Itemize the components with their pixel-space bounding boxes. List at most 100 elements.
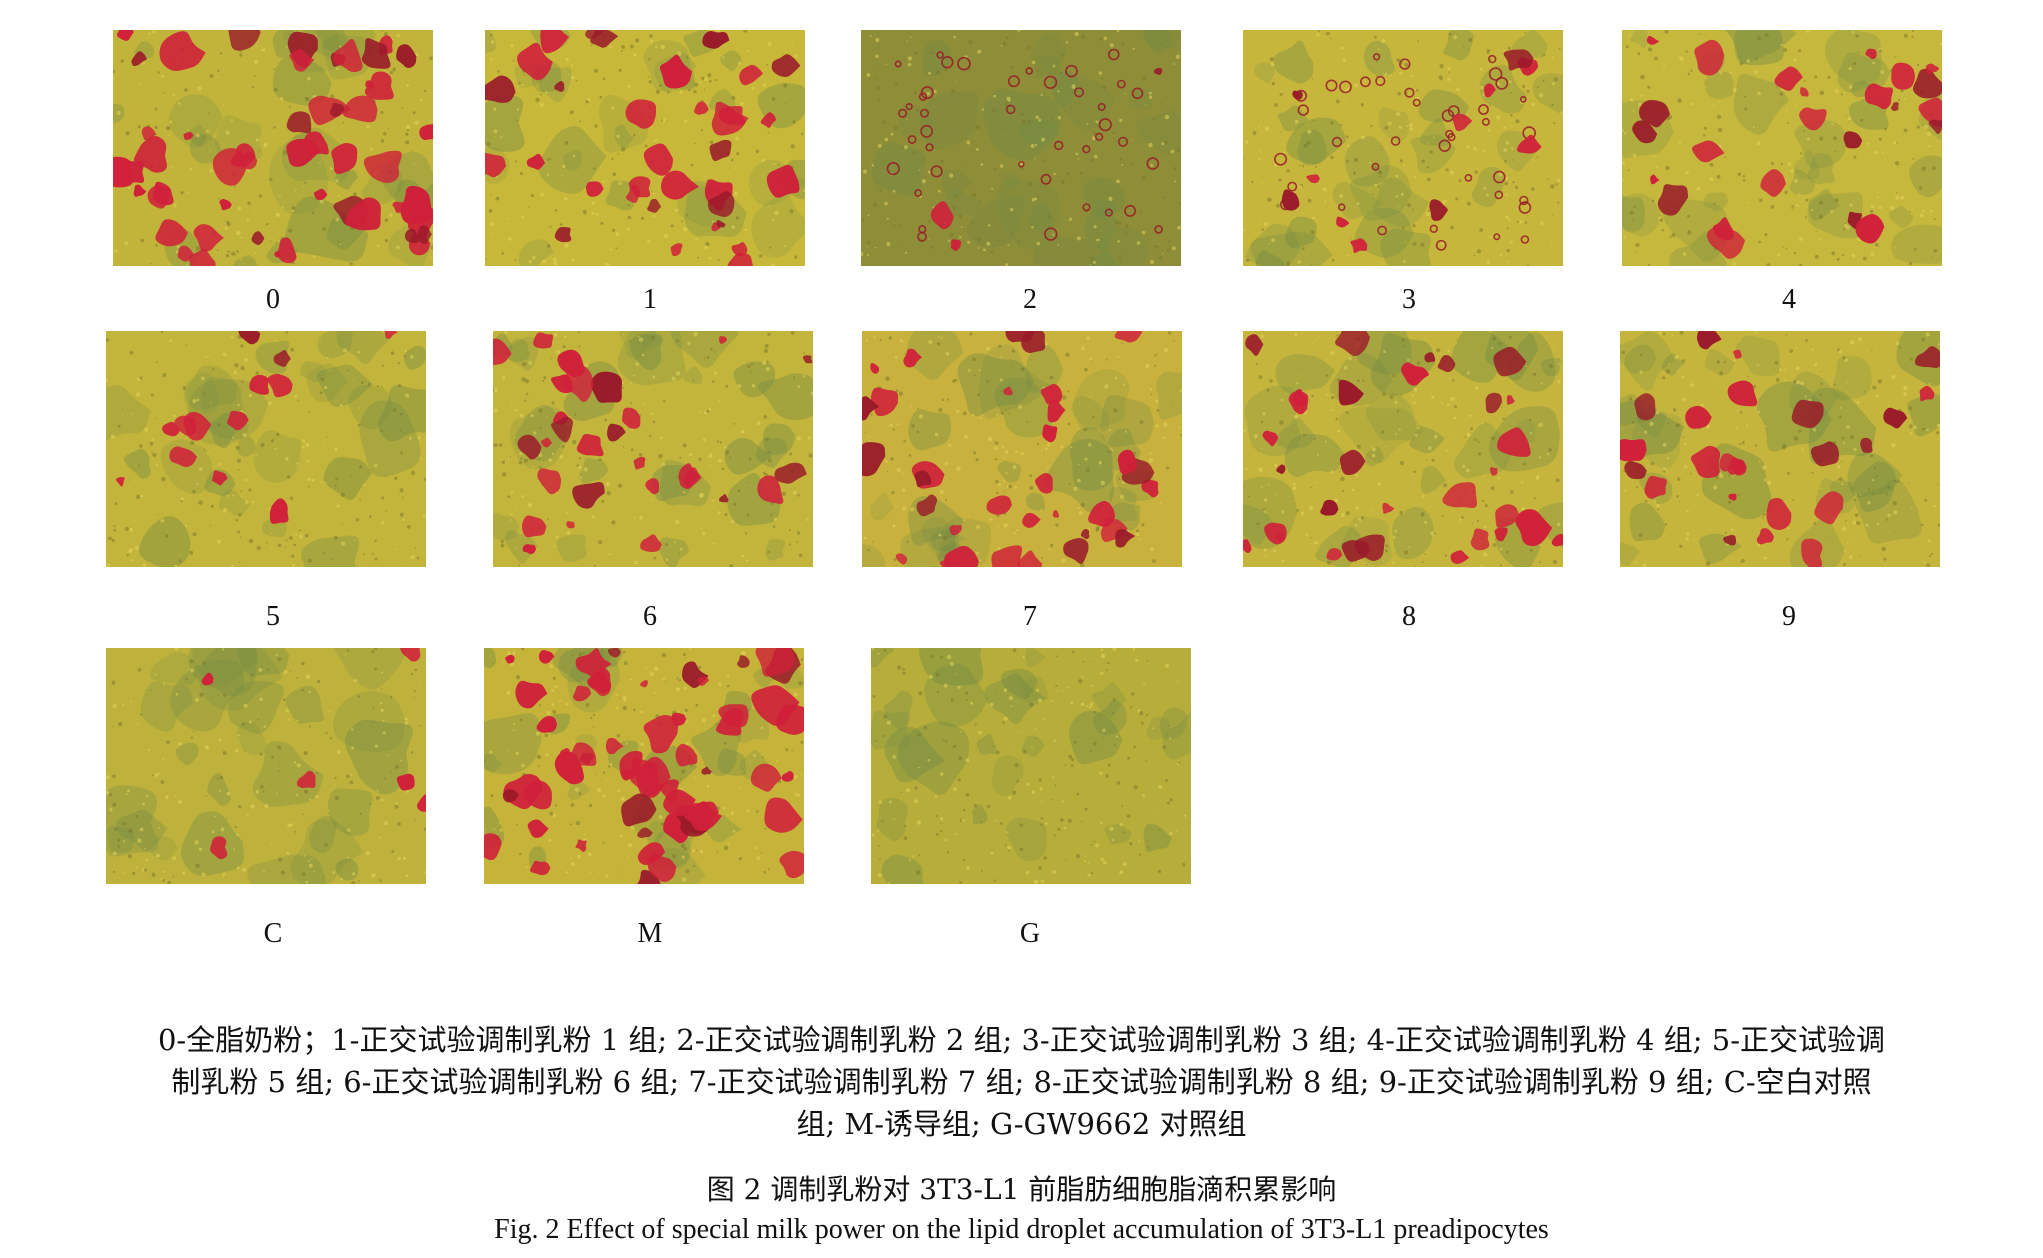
cell-cluster bbox=[883, 690, 913, 730]
texture-speckle bbox=[625, 742, 628, 745]
texture-speckle bbox=[160, 519, 165, 523]
cell-cluster bbox=[247, 854, 327, 884]
texture-speckle bbox=[1258, 149, 1261, 151]
texture-speckle bbox=[693, 776, 696, 779]
texture-speckle bbox=[514, 160, 517, 163]
texture-speckle bbox=[617, 153, 619, 155]
cell-cluster bbox=[1909, 155, 1942, 198]
texture-speckle bbox=[1131, 692, 1135, 696]
texture-speckle bbox=[1845, 381, 1848, 383]
texture-speckle bbox=[1540, 382, 1543, 385]
texture-speckle bbox=[1081, 676, 1084, 678]
cell-cluster bbox=[1244, 385, 1301, 457]
texture-speckle bbox=[592, 726, 594, 728]
texture-speckle bbox=[693, 90, 697, 94]
texture-speckle bbox=[200, 376, 205, 381]
texture-speckle bbox=[1850, 340, 1855, 345]
texture-speckle bbox=[1626, 532, 1628, 535]
texture-speckle bbox=[685, 869, 690, 874]
texture-speckle bbox=[116, 249, 119, 252]
texture-speckle bbox=[1679, 544, 1683, 548]
texture-speckle bbox=[683, 491, 686, 494]
texture-speckle bbox=[877, 873, 882, 878]
cell-cluster bbox=[336, 331, 390, 365]
texture-speckle bbox=[519, 452, 523, 456]
texture-speckle bbox=[506, 751, 509, 753]
texture-speckle bbox=[731, 225, 735, 229]
texture-speckle bbox=[1675, 423, 1680, 428]
texture-speckle bbox=[1400, 61, 1403, 65]
texture-speckle bbox=[1509, 411, 1512, 414]
lipid-droplet-stain bbox=[737, 655, 750, 668]
texture-speckle bbox=[585, 703, 590, 707]
texture-speckle bbox=[553, 332, 558, 337]
texture-speckle bbox=[1453, 416, 1456, 420]
texture-speckle bbox=[790, 331, 795, 335]
texture-speckle bbox=[1858, 555, 1860, 557]
texture-speckle bbox=[720, 428, 722, 430]
texture-speckle bbox=[1022, 655, 1025, 659]
texture-speckle bbox=[227, 250, 230, 253]
texture-speckle bbox=[1427, 177, 1431, 182]
texture-speckle bbox=[1165, 779, 1168, 783]
texture-speckle bbox=[1148, 95, 1153, 99]
texture-speckle bbox=[1681, 359, 1685, 363]
lipid-droplet-stain bbox=[1450, 550, 1470, 564]
texture-speckle bbox=[324, 843, 328, 847]
texture-speckle bbox=[307, 859, 310, 862]
texture-speckle bbox=[1079, 171, 1083, 175]
texture-speckle bbox=[270, 532, 272, 534]
texture-speckle bbox=[429, 120, 432, 123]
texture-speckle bbox=[158, 827, 160, 829]
texture-speckle bbox=[1173, 63, 1175, 65]
lipid-droplet-ring bbox=[1146, 157, 1160, 170]
texture-speckle bbox=[1662, 65, 1666, 68]
texture-speckle bbox=[653, 666, 659, 671]
lipid-droplet-stain bbox=[575, 648, 612, 679]
texture-speckle bbox=[930, 245, 934, 249]
texture-speckle bbox=[1687, 230, 1692, 235]
texture-speckle bbox=[203, 392, 206, 395]
texture-speckle bbox=[910, 36, 912, 38]
texture-speckle bbox=[756, 856, 760, 860]
texture-speckle bbox=[961, 818, 965, 822]
lipid-droplet-stain bbox=[505, 654, 515, 664]
micrograph-image bbox=[106, 331, 426, 567]
texture-speckle bbox=[145, 858, 148, 862]
texture-speckle bbox=[290, 347, 294, 352]
texture-speckle bbox=[106, 379, 108, 383]
texture-speckle bbox=[905, 788, 911, 793]
texture-speckle bbox=[1154, 244, 1159, 249]
cell-cluster bbox=[717, 748, 747, 776]
texture-speckle bbox=[233, 370, 237, 375]
texture-speckle bbox=[1152, 559, 1156, 563]
texture-speckle bbox=[1370, 445, 1373, 448]
texture-speckle bbox=[1928, 539, 1931, 543]
texture-speckle bbox=[303, 751, 308, 756]
texture-speckle bbox=[1896, 142, 1898, 144]
texture-speckle bbox=[1926, 131, 1931, 136]
lipid-droplet-ring bbox=[1404, 87, 1415, 98]
lipid-droplet-stain bbox=[219, 199, 232, 211]
texture-speckle bbox=[950, 700, 953, 703]
cell-cluster bbox=[199, 648, 284, 712]
texture-speckle bbox=[1050, 700, 1053, 703]
texture-speckle bbox=[374, 557, 378, 561]
texture-speckle bbox=[724, 446, 727, 449]
texture-speckle bbox=[1666, 422, 1670, 425]
texture-speckle bbox=[324, 482, 327, 484]
texture-speckle bbox=[559, 223, 563, 226]
texture-speckle bbox=[288, 105, 291, 108]
texture-speckle bbox=[147, 58, 150, 61]
texture-speckle bbox=[571, 258, 575, 262]
texture-speckle bbox=[940, 159, 945, 164]
lipid-droplet-stain bbox=[1117, 449, 1137, 475]
texture-speckle bbox=[637, 335, 640, 338]
texture-speckle bbox=[930, 654, 935, 659]
texture-speckle bbox=[1002, 457, 1005, 459]
texture-speckle bbox=[1703, 126, 1707, 130]
texture-speckle bbox=[538, 458, 541, 461]
texture-speckle bbox=[1121, 342, 1123, 344]
texture-speckle bbox=[658, 815, 663, 819]
texture-speckle bbox=[172, 856, 176, 860]
